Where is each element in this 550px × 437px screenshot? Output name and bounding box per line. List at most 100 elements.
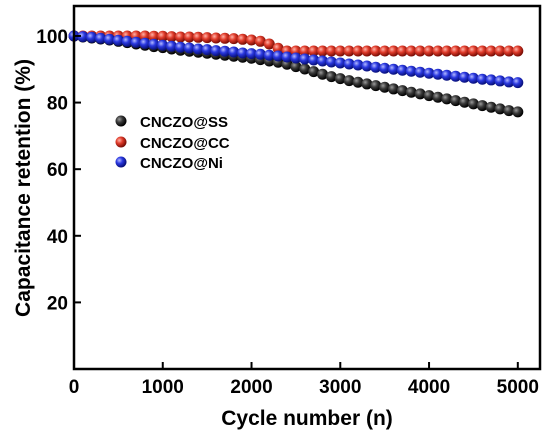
data-point <box>210 45 222 57</box>
data-point <box>476 100 488 112</box>
data-point <box>272 50 284 62</box>
series-cnczo-ni <box>68 30 524 89</box>
data-point <box>246 48 258 60</box>
data-point <box>441 45 453 57</box>
data-point <box>361 60 373 72</box>
data-point <box>157 30 169 42</box>
data-point <box>405 65 417 77</box>
data-point <box>317 45 329 57</box>
y-tick-label: 60 <box>47 160 68 181</box>
data-point <box>201 44 213 56</box>
data-point <box>423 90 435 102</box>
data-point <box>423 67 435 79</box>
data-point <box>104 33 116 45</box>
data-point <box>175 31 187 43</box>
data-point <box>130 36 142 48</box>
data-point <box>86 31 98 43</box>
data-point <box>485 74 497 86</box>
data-point <box>450 95 462 107</box>
data-point <box>432 91 444 103</box>
data-point <box>263 38 275 50</box>
data-point <box>450 70 462 82</box>
y-tick-label: 100 <box>36 27 68 48</box>
data-point <box>370 45 382 57</box>
data-point <box>254 48 266 60</box>
data-point <box>254 35 266 47</box>
data-point <box>317 55 329 67</box>
data-point <box>77 31 89 43</box>
data-point <box>112 34 124 46</box>
data-point <box>237 47 249 59</box>
data-point <box>459 96 471 108</box>
data-point <box>308 66 320 78</box>
data-point <box>450 45 462 57</box>
data-point <box>281 51 293 63</box>
data-point <box>352 76 364 88</box>
x-tick-label: 2000 <box>230 377 272 398</box>
x-tick-label: 0 <box>69 377 80 398</box>
x-tick-label: 5000 <box>497 377 539 398</box>
data-point <box>334 73 346 85</box>
data-point <box>512 77 524 89</box>
data-point <box>343 45 355 57</box>
data-point <box>183 42 195 54</box>
data-point <box>166 31 178 43</box>
data-point <box>308 45 320 57</box>
data-point <box>219 32 231 44</box>
data-point <box>379 81 391 93</box>
data-point <box>388 45 400 57</box>
data-point <box>352 59 364 71</box>
data-point <box>494 45 506 57</box>
data-point <box>272 42 284 54</box>
data-point <box>432 68 444 80</box>
data-point <box>467 98 479 110</box>
data-point <box>485 45 497 57</box>
data-point <box>414 66 426 78</box>
data-point <box>459 45 471 57</box>
data-point <box>237 33 249 45</box>
data-point <box>343 58 355 70</box>
data-point <box>441 93 453 105</box>
data-point <box>459 71 471 83</box>
data-point <box>441 69 453 81</box>
data-point <box>290 61 302 73</box>
data-point <box>192 31 204 43</box>
data-point <box>175 41 187 53</box>
series-cnczo-cc <box>68 30 524 57</box>
data-point <box>121 35 133 47</box>
data-point <box>299 45 311 57</box>
data-point <box>201 32 213 44</box>
data-point <box>361 45 373 57</box>
data-point <box>476 45 488 57</box>
x-tick-label: 4000 <box>408 377 450 398</box>
data-point <box>388 63 400 75</box>
data-point <box>405 86 417 98</box>
legend-label-cnczo-ni: CNCZO@Ni <box>140 155 223 172</box>
data-point <box>414 88 426 100</box>
y-tick-label: 40 <box>47 227 68 248</box>
ticks-layer: 0 1000 2000 3000 4000 5000 20 40 60 80 100 <box>36 27 539 398</box>
data-point <box>405 45 417 57</box>
data-point <box>308 54 320 66</box>
data-point <box>485 101 497 113</box>
data-point <box>396 64 408 76</box>
data-point <box>263 49 275 61</box>
data-point <box>503 76 515 88</box>
data-point <box>379 62 391 74</box>
legend-marker-cnczo-cc <box>115 136 127 148</box>
data-point <box>343 75 355 87</box>
data-point <box>414 45 426 57</box>
data-point <box>290 52 302 64</box>
data-point <box>210 32 222 44</box>
data-point <box>166 40 178 52</box>
data-point <box>396 85 408 97</box>
data-point <box>494 75 506 87</box>
data-point <box>512 106 524 118</box>
data-point <box>503 105 515 117</box>
data-point <box>192 43 204 55</box>
data-point <box>370 80 382 92</box>
data-point <box>512 45 524 57</box>
data-point <box>334 45 346 57</box>
data-point <box>370 61 382 73</box>
